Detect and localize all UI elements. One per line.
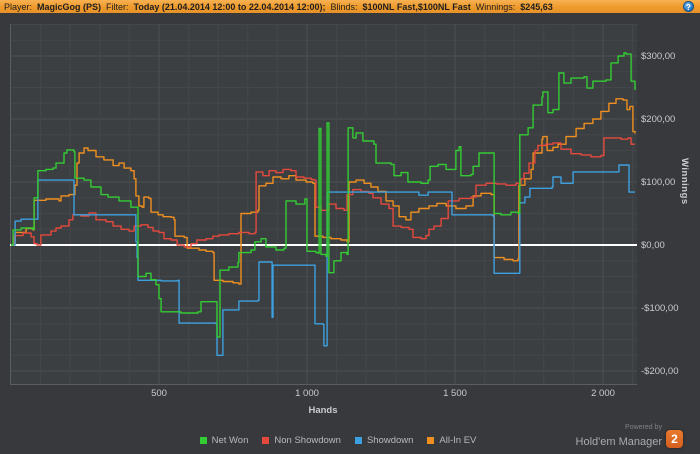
y-axis-title: Winnings (679, 158, 690, 205)
legend-label: Showdown (366, 435, 414, 446)
series-line-net-won (11, 52, 636, 338)
player-label: Player: (4, 1, 33, 12)
legend-label: All-In EV (439, 435, 477, 446)
legend-swatch-icon (262, 437, 270, 444)
hm2-badge-icon: 2 (666, 430, 683, 448)
legend-item-non-showdown: Non Showdown (262, 435, 341, 446)
x-tick-label: 1 000 (295, 388, 319, 399)
winnings-graph (10, 24, 637, 385)
legend-swatch-icon (427, 437, 435, 444)
y-tick-label: $200,00 (641, 114, 676, 125)
y-tick-label: $100,00 (641, 177, 676, 188)
winnings-label: Winnings: (475, 1, 516, 12)
powered-by-text: Powered by (625, 424, 662, 431)
powered-by-brand: Powered by Hold'em Manager (576, 424, 662, 450)
series-line-all-in-ev (11, 98, 636, 285)
legend-item-showdown: Showdown (354, 435, 414, 446)
y-tick-label: $0,00 (641, 240, 665, 251)
y-tick-label: $300,00 (641, 51, 676, 62)
series-line-non-showdown (11, 137, 635, 248)
winnings-value: $245,63 (520, 1, 553, 12)
y-tick-label: -$100,00 (641, 303, 679, 314)
x-tick-label: 500 (151, 388, 167, 399)
legend-swatch-icon (354, 437, 362, 444)
legend-label: Net Won (211, 435, 249, 446)
filter-label: Filter: (106, 1, 129, 12)
x-axis-title: Hands (308, 405, 338, 416)
filter-value: Today (21.04.2014 12:00 to 22.04.2014 12… (133, 1, 326, 12)
brand-name: Hold'em Manager (575, 436, 662, 448)
legend-item-net-won: Net Won (199, 435, 249, 446)
x-tick-label: 1 500 (443, 388, 467, 399)
blinds-value: $100NL Fast,$100NL Fast (362, 1, 471, 12)
session-title-bar: Player: MagicGog (PS) Filter: Today (21.… (0, 0, 700, 13)
x-tick-label: 2 000 (591, 388, 615, 399)
info-icon[interactable]: ? (683, 1, 694, 12)
blinds-label: Blinds: (330, 1, 358, 12)
legend-swatch-icon (199, 437, 207, 444)
legend-item-all-in-ev: All-In EV (427, 435, 476, 446)
player-value: MagicGog (PS) (37, 1, 102, 12)
y-tick-label: -$200,00 (641, 366, 679, 377)
series-line-showdown (11, 164, 635, 356)
chart-legend: Net Won Non Showdown Showdown All-In EV (0, 435, 676, 446)
legend-label: Non Showdown (274, 435, 341, 446)
